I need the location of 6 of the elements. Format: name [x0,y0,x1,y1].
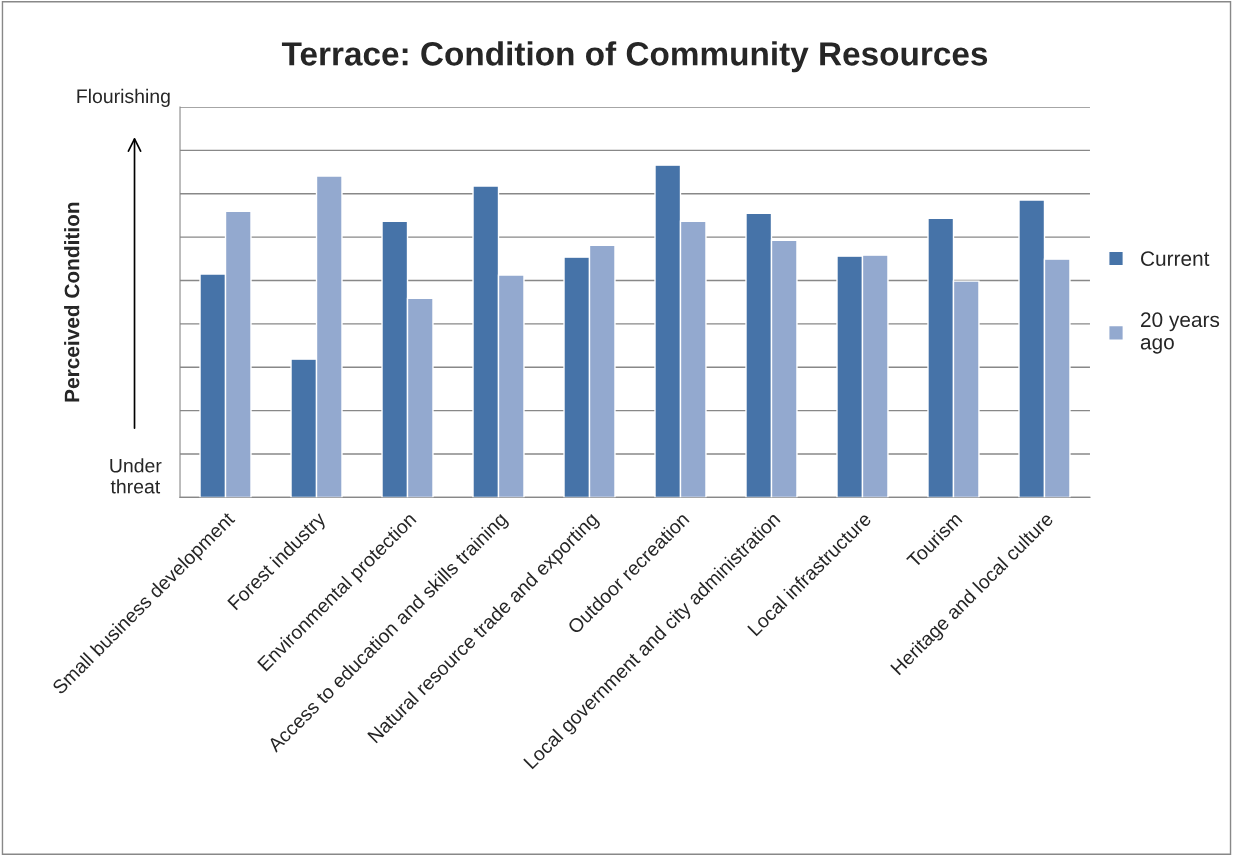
text: Flourishing [77,88,170,107]
y-axis-title: Perceived Condition [64,202,80,402]
text: Under threat [110,458,162,494]
chart-title: Terrace: Condition of Community Resources [281,41,988,73]
legend-label: Current [1141,251,1210,266]
legend-label: 20 years ago [1140,312,1220,354]
